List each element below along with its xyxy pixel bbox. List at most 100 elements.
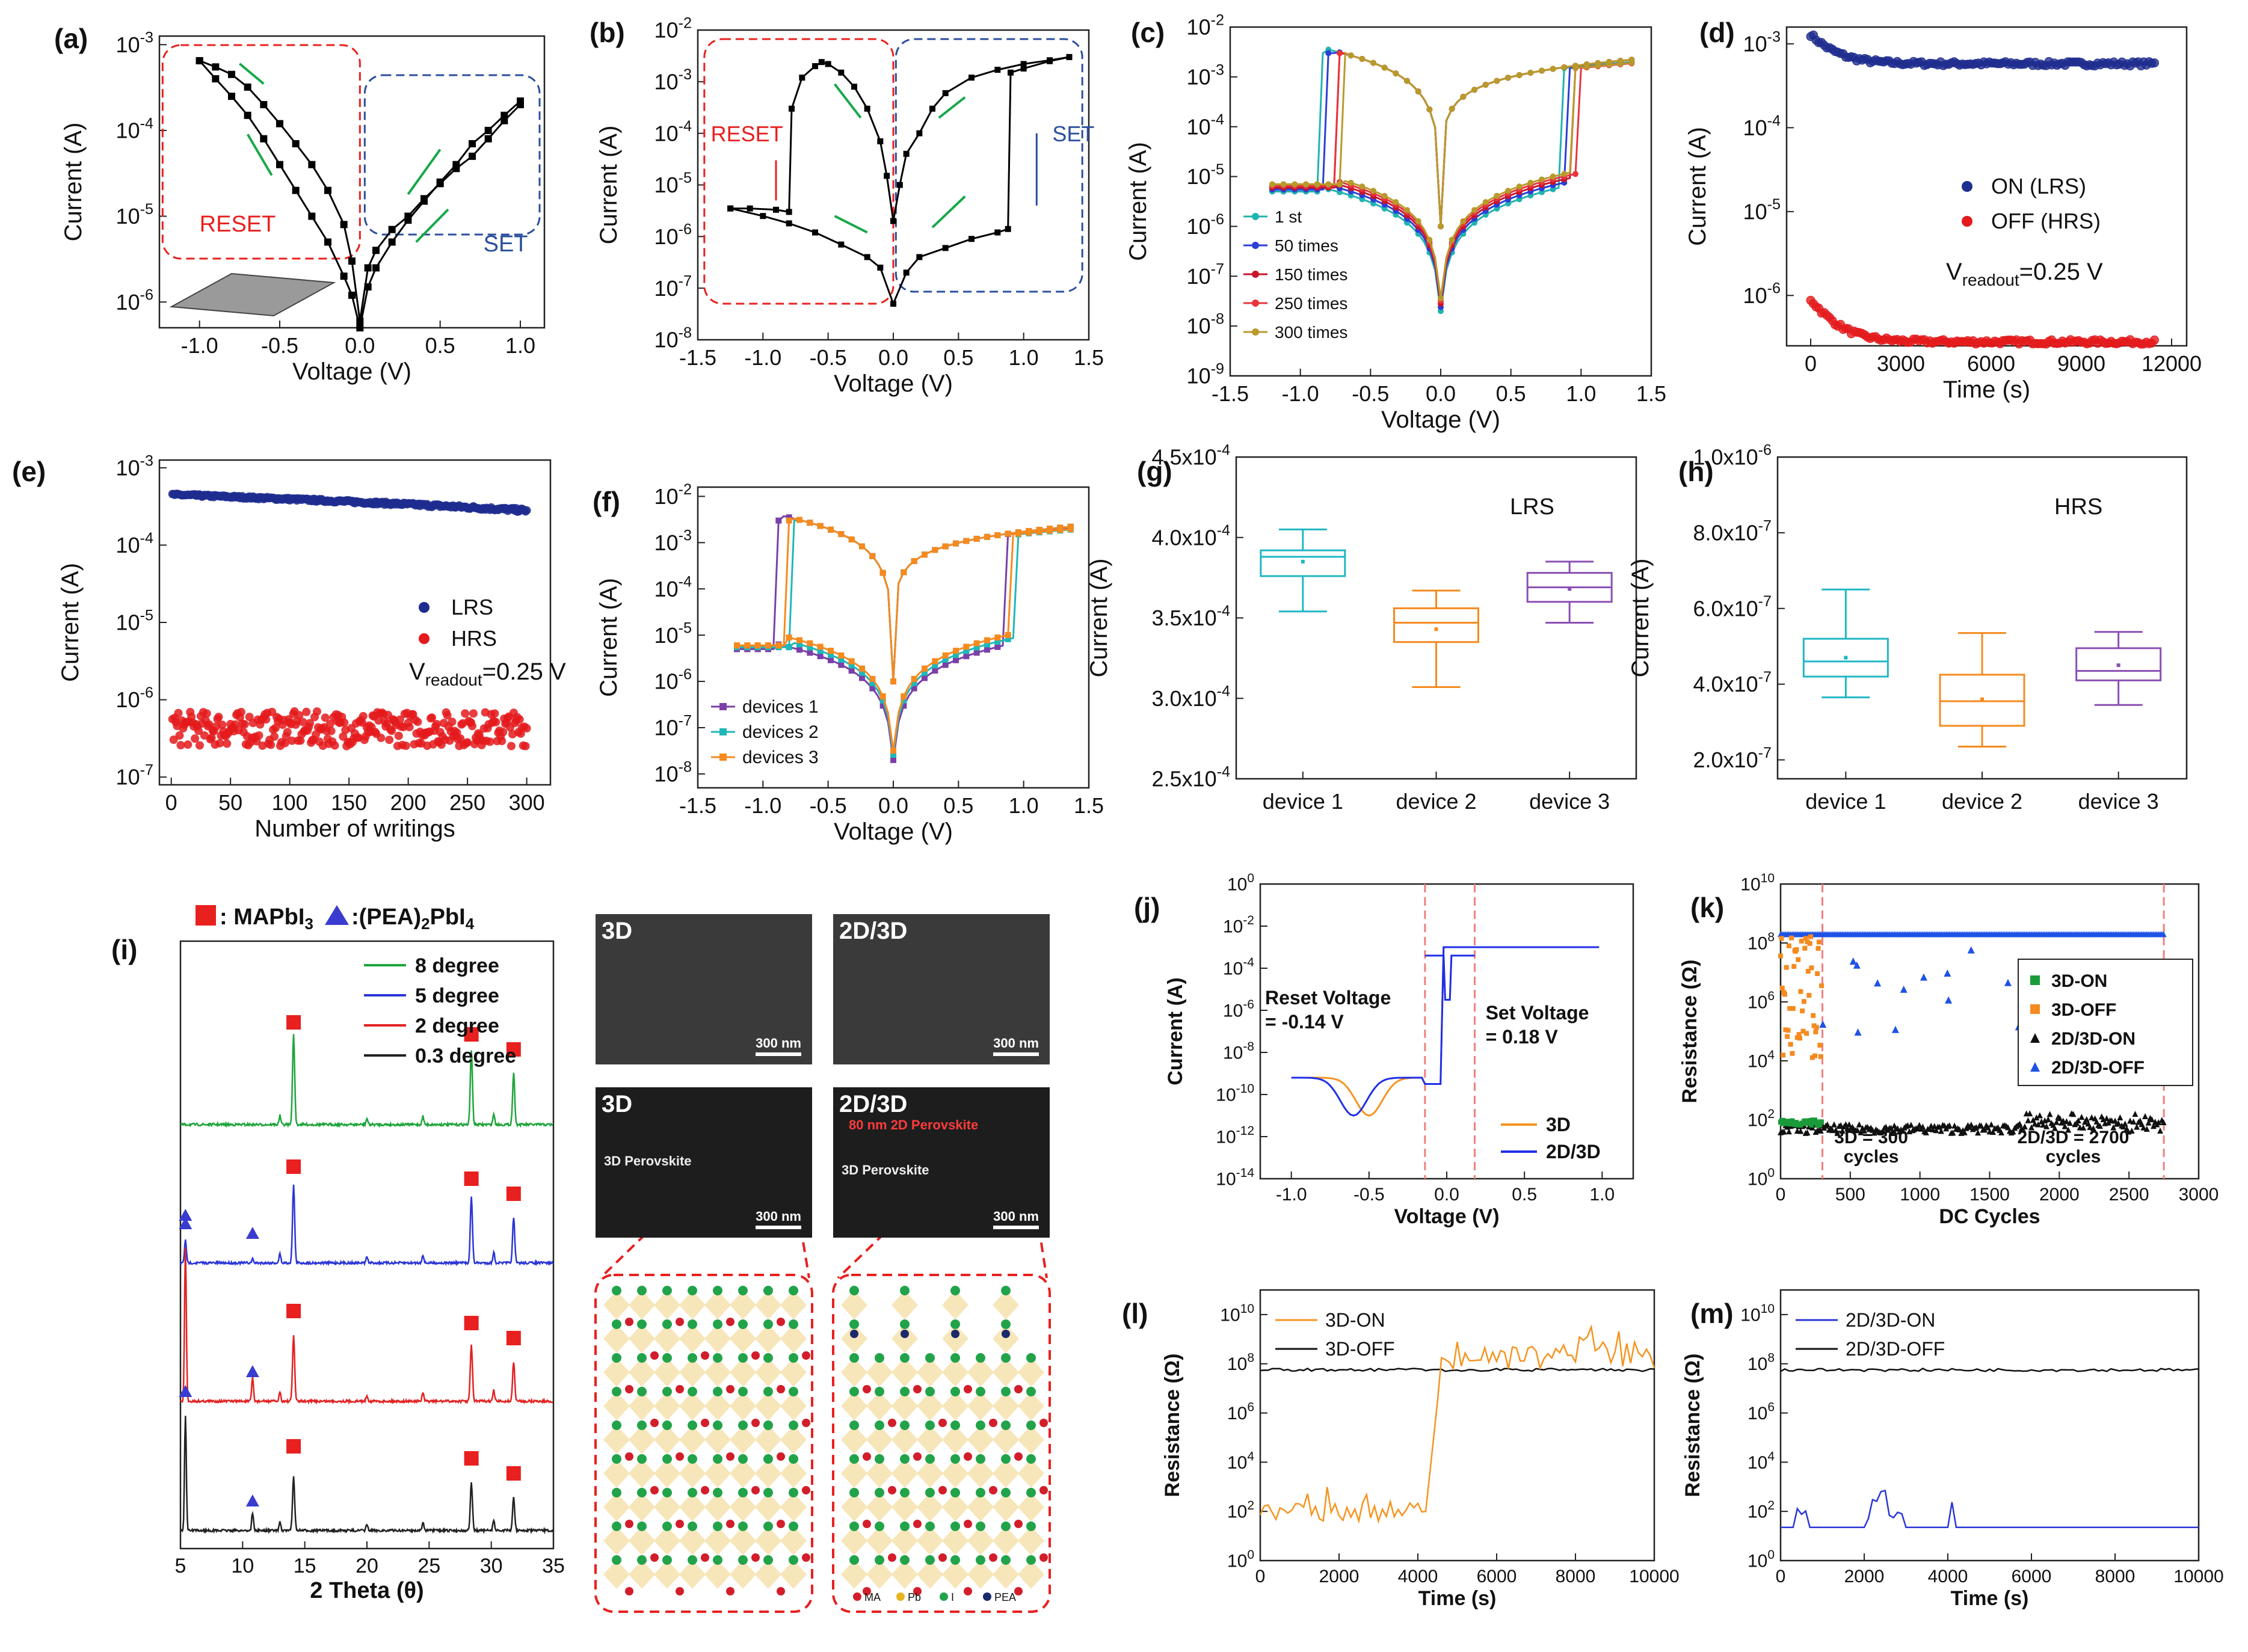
mapbi3-marker (506, 1042, 521, 1057)
iodine-atom (875, 1387, 884, 1396)
iodine-atom (950, 1420, 960, 1430)
iodine-atom (713, 1488, 722, 1497)
data-point (283, 728, 292, 737)
octahedron (780, 1324, 807, 1353)
data-point (2134, 1123, 2140, 1130)
legend-marker (419, 633, 430, 644)
tick-label: 10-7 (654, 273, 692, 301)
data-point (385, 735, 394, 745)
iodine-atom (950, 1353, 960, 1363)
octahedron (704, 1291, 731, 1319)
data-point (1861, 1127, 1867, 1134)
iodine-atom (763, 1319, 773, 1329)
panel-label: (j) (1134, 892, 1160, 923)
iodine-atom (900, 1353, 910, 1363)
iodine-atom (976, 1521, 985, 1531)
iodine-atom (849, 1555, 859, 1565)
data-point (901, 569, 907, 576)
octahedron (629, 1358, 655, 1387)
data-point (963, 643, 970, 650)
tick-label: 10-4 (1223, 956, 1254, 979)
ma-atom (625, 1587, 633, 1595)
data-point (1026, 527, 1032, 534)
series-line (1291, 946, 1600, 1117)
iodine-atom (1026, 1387, 1036, 1396)
data-point (2027, 1110, 2033, 1117)
octahedron (603, 1425, 630, 1454)
ma-atom (913, 1452, 922, 1461)
octahedron (755, 1324, 781, 1353)
iodine-atom (713, 1387, 722, 1396)
ma-atom (989, 1486, 997, 1494)
data-point (1786, 943, 1791, 948)
octahedron (654, 1324, 680, 1353)
iodine-atom (763, 1555, 773, 1565)
iodine-atom (1001, 1387, 1011, 1396)
octahedron (780, 1425, 807, 1454)
tick-label: 10-4 (1187, 111, 1224, 139)
data-point (786, 220, 792, 227)
tick-label: 10-3 (1187, 61, 1224, 89)
iodine-atom (612, 1319, 621, 1329)
x-axis-label: Voltage (V) (834, 818, 953, 845)
data-point (2070, 1111, 2077, 1117)
iodine-atom (1026, 1555, 1036, 1565)
ma-atom (701, 1419, 709, 1427)
set-region (363, 74, 541, 236)
data-point (2087, 1124, 2093, 1131)
data-point (1785, 1034, 1790, 1039)
x-tick-label: 0 (165, 790, 177, 815)
octahedron (755, 1560, 781, 1589)
data-point (308, 161, 316, 168)
data-point (1813, 1029, 1818, 1034)
ma-atom (751, 1486, 760, 1494)
tick-label: 4.0x10-4 (1152, 522, 1231, 550)
iodine-atom (637, 1387, 647, 1396)
data-point (359, 711, 368, 720)
series-line (1260, 1368, 1655, 1372)
octahedron (993, 1358, 1019, 1387)
sem-top-right: 2D/3D 300 nm (833, 914, 1050, 1064)
legend-marker (325, 905, 349, 925)
data-point (775, 642, 782, 649)
iodine-atom (763, 1286, 773, 1295)
data-point (879, 697, 886, 704)
x-tick-label: 10 (231, 1555, 254, 1577)
box-mean (1844, 656, 1848, 660)
octahedron (917, 1425, 943, 1454)
cycles-annotation: cycles (1844, 1147, 1899, 1167)
box-mean (1301, 559, 1305, 563)
data-point (1415, 218, 1421, 224)
octahedron (942, 1392, 968, 1420)
data-point (2004, 978, 2012, 986)
data-point (838, 652, 845, 659)
data-point (1811, 1013, 1816, 1018)
data-point (1539, 67, 1545, 74)
iodine-atom (849, 1286, 859, 1295)
iodine-atom (976, 1387, 985, 1396)
iodine-atom (738, 1521, 748, 1531)
ma-atom (676, 1452, 684, 1461)
ma-atom (1039, 1419, 1048, 1427)
panel-k: (k) 0 500 1000 1500 2000 2500 3000 100 102 104 106 1… (1678, 871, 2219, 1228)
tick-label: 10-9 (1187, 360, 1224, 388)
data-point (2150, 58, 2159, 68)
data-point (298, 717, 307, 726)
data-point (205, 720, 214, 729)
x-axis-label: Number of writings (254, 815, 455, 842)
iodine-atom (875, 1353, 884, 1363)
x-tick-label: 9000 (2057, 351, 2105, 376)
iodine-atom (738, 1353, 748, 1363)
data-point (890, 678, 896, 685)
iodine-atom (662, 1488, 672, 1497)
data-point (1280, 181, 1287, 188)
data-point (1381, 192, 1388, 199)
data-point (2090, 1125, 2096, 1131)
iodine-atom (662, 1555, 672, 1565)
octahedron (603, 1526, 630, 1555)
tick-label: 100 (1227, 1548, 1254, 1571)
x-tick-label: 0.0 (878, 793, 908, 818)
plot-frame (1259, 1289, 1655, 1562)
data-point (848, 536, 855, 542)
x-tick-label: 0 (1255, 1567, 1266, 1586)
